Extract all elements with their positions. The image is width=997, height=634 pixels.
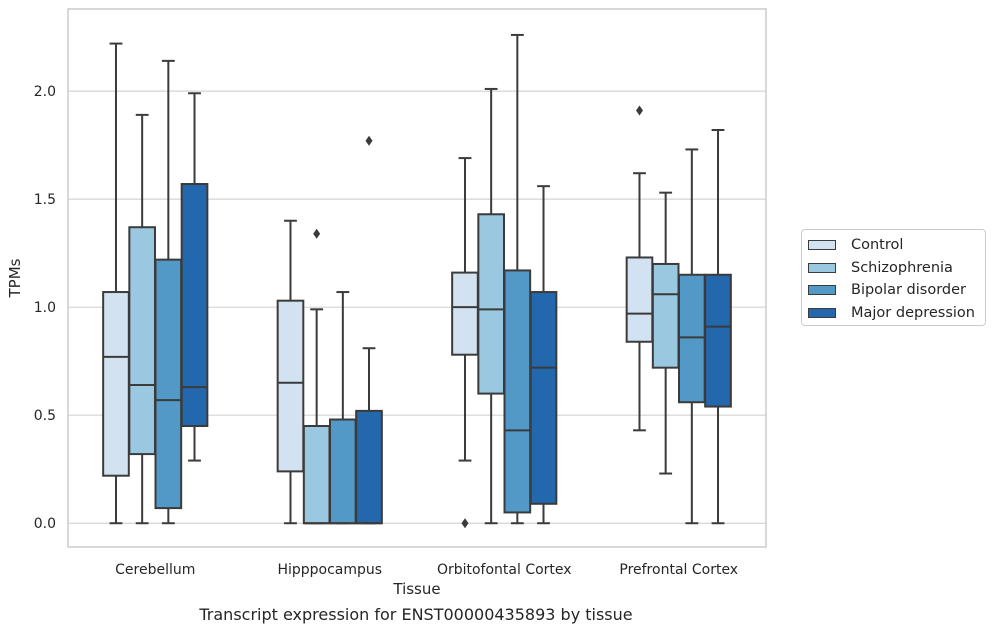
box-major-depression [529, 185, 558, 525]
box-bipolar-disorder [329, 291, 357, 525]
legend-swatch [808, 307, 836, 318]
box-series [102, 33, 732, 529]
outlier-point [313, 228, 321, 239]
box-body [477, 213, 505, 395]
chart-caption: Transcript expression for ENST0000043589… [199, 605, 633, 624]
y-tick-label: 1.5 [34, 192, 56, 208]
legend-item: Schizophrenia [808, 257, 985, 280]
legend-label: Schizophrenia [851, 259, 953, 276]
outlier-point [461, 518, 469, 529]
box-body [704, 273, 732, 408]
legend-item: Bipolar disorder [808, 279, 985, 302]
box-body [302, 425, 331, 525]
outlier-point [365, 135, 373, 146]
y-axis-label: TPMs [6, 258, 24, 298]
legend-swatch [808, 285, 836, 296]
box-body [276, 299, 305, 473]
y-tick-label: 1.0 [34, 300, 56, 316]
box-body [529, 291, 558, 505]
y-tick-label: 2.0 [34, 84, 56, 100]
legend-label: Major depression [851, 304, 975, 321]
box-body [355, 409, 383, 525]
outlier-point [635, 105, 643, 116]
box-schizophrenia [302, 228, 331, 525]
x-tick-label: Hipppocampus [277, 562, 382, 578]
y-tick-labels: 0.0 0.5 1.0 1.5 2.0 [34, 84, 56, 532]
legend-label: Bipolar disorder [851, 282, 966, 299]
box-bipolar-disorder [154, 59, 183, 525]
legend-item: Major depression [808, 302, 985, 325]
box-control [625, 105, 654, 432]
box-body [625, 256, 654, 343]
y-tick-label: 0.5 [34, 408, 56, 424]
box-schizophrenia [651, 191, 680, 475]
legend-item: Control [808, 234, 985, 257]
y-tick-label: 0.0 [34, 516, 56, 532]
legend-swatch [808, 262, 836, 273]
box-bipolar-disorder [678, 148, 706, 525]
x-tick-label: Prefrontal Cortex [619, 562, 738, 578]
box-body [678, 273, 706, 404]
x-tick-label: Orbitofontal Cortex [437, 562, 572, 578]
box-control [451, 157, 479, 529]
x-tick-labels: Cerebellum Hipppocampus Orbitofontal Corte… [115, 562, 738, 578]
legend-swatch [808, 240, 836, 251]
box-schizophrenia [128, 113, 156, 525]
box-body [154, 258, 183, 510]
box-body [329, 418, 357, 525]
x-axis-label: Tissue [392, 580, 440, 598]
legend-label: Control [851, 237, 904, 254]
box-bipolar-disorder [503, 33, 532, 525]
box-body [128, 226, 156, 456]
box-major-depression [180, 92, 209, 462]
box-control [276, 219, 305, 525]
legend: Control Schizophrenia Bipolar disorder Majo… [801, 229, 986, 326]
x-tick-label: Cerebellum [115, 562, 195, 578]
box-body [451, 271, 479, 356]
plot-frame [67, 8, 767, 548]
box-major-depression [355, 135, 383, 525]
box-major-depression [704, 128, 732, 525]
box-body [503, 269, 532, 514]
box-body [651, 262, 680, 369]
box-schizophrenia [477, 87, 505, 525]
box-body [102, 291, 130, 477]
box-body [180, 183, 209, 428]
box-control [102, 42, 130, 525]
